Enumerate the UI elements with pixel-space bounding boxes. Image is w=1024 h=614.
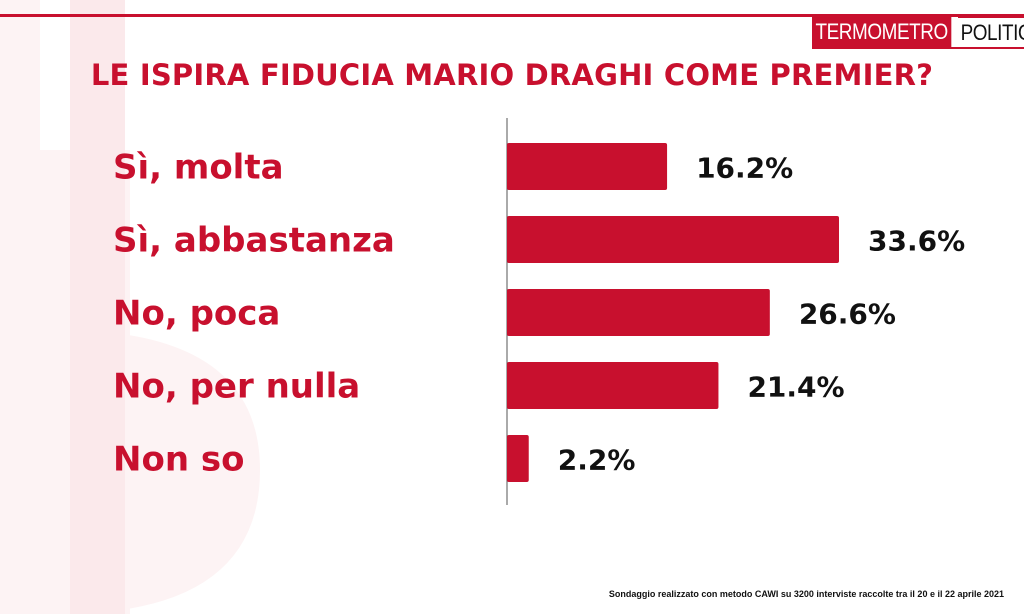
bar [507, 362, 719, 409]
bar [507, 435, 529, 482]
category-label: Sì, abbastanza [113, 221, 395, 261]
survey-footnote: Sondaggio realizzato con metodo CAWI su … [608, 589, 1004, 599]
value-label: 2.2% [558, 444, 636, 477]
chart-title: LE ISPIRA FIDUCIA MARIO DRAGHI COME PREM… [90, 58, 934, 92]
category-label: No, per nulla [113, 367, 360, 407]
category-label: Sì, molta [113, 148, 284, 188]
top-rule [0, 14, 1024, 17]
bar [507, 143, 668, 190]
logo-part-2: POLITICO [957, 17, 1024, 47]
category-label: No, poca [113, 294, 280, 334]
value-label: 21.4% [747, 371, 844, 404]
logo-part-1: TERMOMETRO [812, 17, 952, 47]
value-label: 26.6% [799, 298, 896, 331]
bar [507, 289, 770, 336]
value-label: 33.6% [868, 225, 965, 258]
category-label: Non so [113, 440, 244, 480]
bar [507, 216, 839, 263]
value-label: 16.2% [696, 152, 793, 185]
termometro-politico-logo: TERMOMETRO POLITICO [812, 17, 1024, 49]
